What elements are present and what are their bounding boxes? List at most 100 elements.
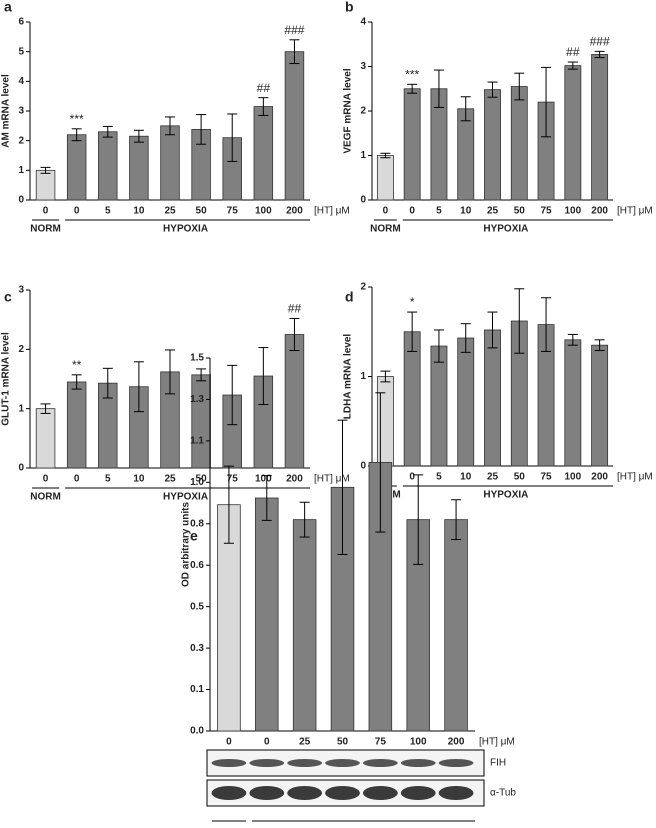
x-tick-label: 100: [564, 206, 581, 217]
error-bar: [227, 113, 238, 162]
bar: [292, 519, 317, 732]
bar: [564, 65, 582, 201]
bar: [376, 376, 394, 467]
x-tick-label: 75: [227, 206, 239, 217]
panel-label: d: [345, 289, 354, 305]
blot-band: [400, 786, 436, 800]
error-bar: [289, 317, 300, 352]
y-axis-label: AM mRNA level: [1, 74, 12, 148]
panel-label: b: [345, 0, 354, 15]
error-bar: [223, 465, 234, 544]
error-bar: [102, 367, 113, 399]
significance: ##: [288, 302, 302, 316]
blot-band: [249, 786, 285, 800]
panel-label: a: [4, 0, 12, 15]
error-bar: [514, 288, 525, 354]
x-tick-label: 50: [514, 206, 526, 217]
y-tick-label: 1.5: [190, 353, 204, 364]
blot-band: [325, 759, 360, 767]
bar: [484, 329, 501, 467]
y-axis-label: VEGF mRNA level: [343, 68, 354, 153]
error-bar: [289, 39, 300, 65]
y-tick-label: 4: [18, 76, 24, 87]
y-tick-label: 3: [18, 106, 24, 117]
group-label: HYPOXIA: [163, 492, 208, 503]
x-unit-label: [HT] μM: [479, 737, 515, 748]
error-bar: [102, 125, 113, 138]
group-label: NORM: [370, 224, 401, 235]
x-tick-label: 75: [540, 472, 552, 483]
y-tick-label: 1.1: [190, 436, 204, 447]
y-tick-label: 1.0: [190, 477, 204, 488]
error-bar: [541, 66, 552, 138]
blot-band: [325, 786, 360, 800]
x-tick-label: 0: [409, 472, 415, 483]
bar: [284, 51, 305, 201]
x-tick-label: 0: [43, 206, 49, 217]
bar: [253, 106, 274, 201]
error-bar: [133, 361, 144, 413]
x-tick-label: 0: [226, 737, 232, 748]
bar: [403, 88, 421, 201]
error-bar: [460, 96, 471, 122]
bar: [510, 86, 528, 201]
x-tick-label: 25: [487, 206, 499, 217]
x-unit-label: [HT] μM: [314, 474, 350, 485]
x-tick-label: 0: [264, 737, 270, 748]
x-tick-label: 200: [591, 206, 608, 217]
y-tick-label: 0.0: [190, 726, 204, 737]
bar: [191, 374, 211, 469]
error-bar: [594, 50, 605, 59]
x-tick-label: 25: [487, 472, 499, 483]
y-tick-label: 2: [360, 282, 366, 293]
y-tick-label: 1: [18, 165, 24, 176]
blot-band: [287, 786, 323, 800]
bar: [255, 497, 279, 732]
y-tick-label: 2: [18, 135, 24, 146]
x-tick-label: 75: [540, 206, 552, 217]
x-tick-label: 50: [337, 737, 349, 748]
panel-label: e: [190, 528, 198, 544]
error-bar: [380, 152, 391, 159]
error-bar: [337, 419, 348, 555]
bar: [35, 169, 56, 201]
group-label: NORM: [30, 492, 61, 503]
blot-label: α-Tub: [490, 788, 516, 799]
bar: [160, 125, 180, 201]
panel-label: c: [4, 289, 12, 305]
y-tick-label: 3: [360, 61, 366, 72]
blot-band: [211, 759, 247, 767]
significance: ###: [284, 23, 304, 37]
x-tick-label: 10: [460, 206, 472, 217]
error-bar: [258, 97, 269, 116]
x-tick-label: 10: [133, 206, 145, 217]
blot-band: [249, 759, 285, 767]
x-tick-label: 25: [299, 737, 311, 748]
y-tick-label: 0: [18, 463, 24, 474]
error-bar: [261, 475, 272, 521]
bar: [564, 339, 582, 467]
x-tick-label: 50: [196, 474, 208, 485]
bar: [591, 344, 609, 467]
error-bar: [196, 368, 207, 382]
bar: [484, 89, 501, 201]
y-tick-label: 0.3: [190, 643, 204, 654]
blot-label: FIH: [490, 758, 506, 769]
y-tick-label: 5: [18, 46, 24, 57]
bar: [430, 345, 448, 467]
error-bar: [541, 297, 552, 352]
group-label: NORM: [30, 224, 61, 235]
bar: [129, 135, 149, 201]
x-tick-label: 25: [164, 474, 176, 485]
x-unit-label: [HT] μM: [617, 206, 653, 217]
error-bar: [433, 69, 444, 108]
y-tick-label: 0.8: [190, 518, 204, 529]
y-tick-label: 0.6: [190, 560, 204, 571]
x-tick-label: 10: [133, 474, 145, 485]
x-tick-label: 200: [286, 206, 303, 217]
x-tick-label: 50: [196, 206, 208, 217]
x-tick-label: 100: [255, 206, 272, 217]
group-label: HYPOXIA: [483, 224, 528, 235]
x-tick-label: 75: [375, 737, 387, 748]
